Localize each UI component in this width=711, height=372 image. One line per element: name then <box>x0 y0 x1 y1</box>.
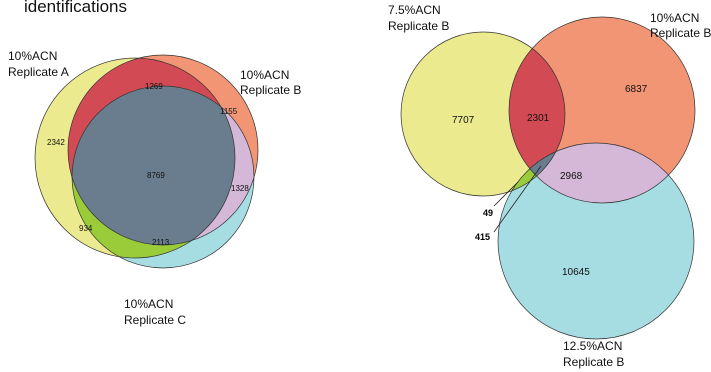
callout-line-a-c <box>493 181 519 207</box>
set-b-label-line1: 10%ACN <box>650 11 699 25</box>
region-a-b-c-value: 8769 <box>147 171 165 180</box>
region-a-only-value: 2342 <box>47 138 65 147</box>
set-b-label-line2: Replicate B <box>650 26 711 40</box>
region-a-b-c-value: 415 <box>475 232 490 242</box>
set-a-label-line1: 7.5%ACN <box>388 3 441 17</box>
region-a-c-value: 934 <box>79 224 93 233</box>
region-b-only-value: 1155 <box>220 107 238 116</box>
set-c-label-line2: Replicate B <box>563 355 624 369</box>
venn-right: 7.5%ACN Replicate B 10%ACN Replicate B 1… <box>388 3 711 369</box>
set-c-label-line1: 12.5%ACN <box>563 339 622 353</box>
venn-left: 10%ACN Replicate A 10%ACN Replicate B 10… <box>8 49 301 327</box>
region-a-c-value: 49 <box>483 208 493 218</box>
region-c-only-value: 2113 <box>152 238 170 247</box>
set-a-label-line2: Replicate A <box>8 65 69 79</box>
set-c-label-line2: Replicate C <box>124 313 186 327</box>
region-a-b-value: 2301 <box>527 113 550 124</box>
region-b-c-value: 2968 <box>560 171 583 182</box>
region-a-only-value: 7707 <box>452 115 475 126</box>
set-a-label-line1: 10%ACN <box>8 49 57 63</box>
set-c-label-line1: 10%ACN <box>124 297 173 311</box>
region-b-c-value: 1328 <box>231 184 249 193</box>
figure-heading: identifications <box>24 0 127 16</box>
callout-line-a-b-c <box>493 165 542 233</box>
set-a-label-line2: Replicate B <box>388 19 449 33</box>
region-a-b-value: 1269 <box>145 82 163 91</box>
region-c-only-value: 10645 <box>562 267 590 278</box>
set-b-label-line1: 10%ACN <box>240 68 289 82</box>
region-a-b-c <box>72 86 235 245</box>
region-b-only-value: 6837 <box>625 84 648 95</box>
set-b-label-line2: Replicate B <box>240 83 301 97</box>
